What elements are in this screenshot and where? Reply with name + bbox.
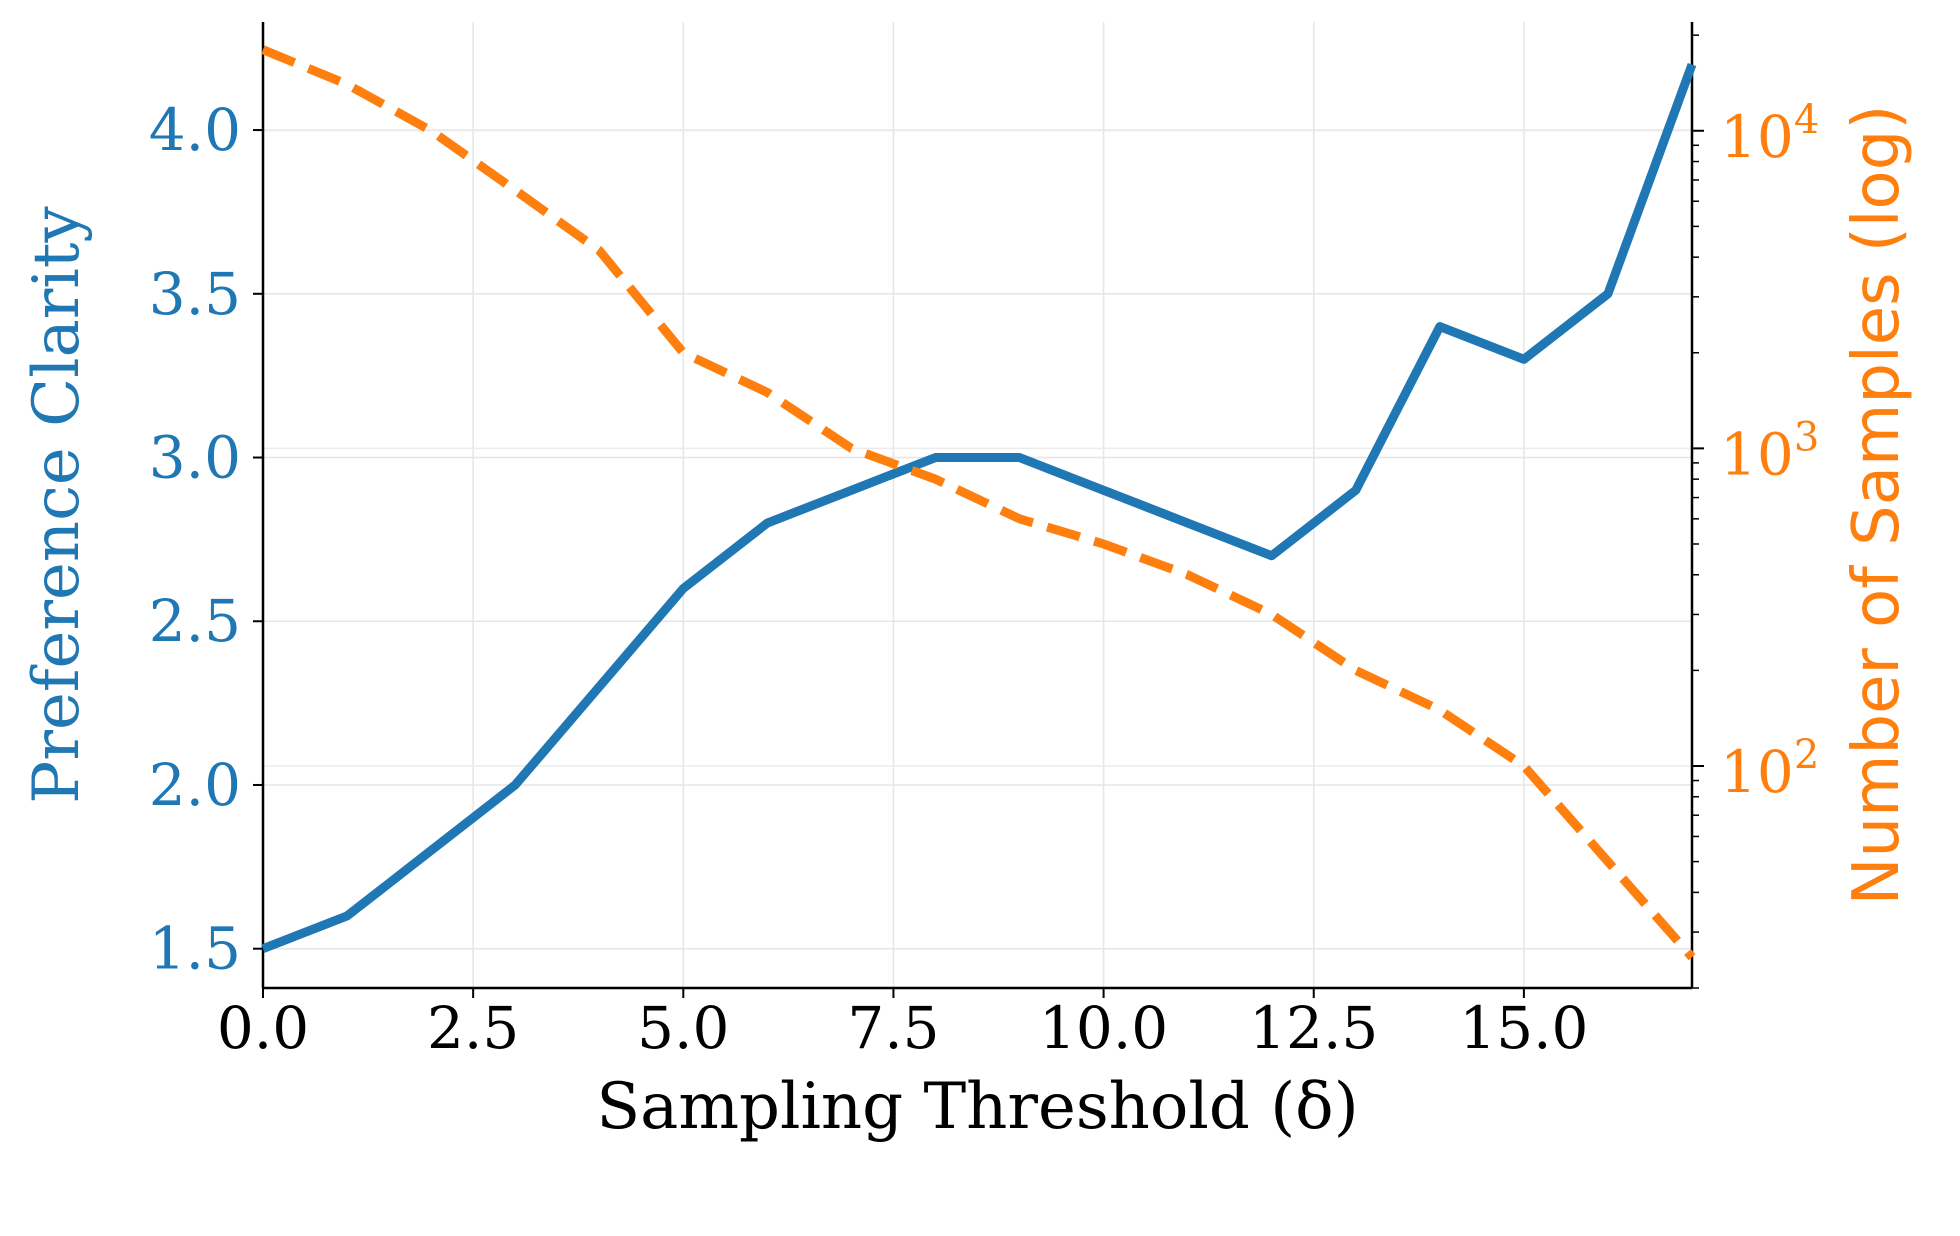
x-axis-label: Sampling Threshold (δ) bbox=[596, 1070, 1358, 1144]
preference-clarity-line bbox=[261, 63, 1697, 953]
y-left-tick-label-0: 1.5 bbox=[149, 915, 241, 983]
y-right-tick-label-2: 104 bbox=[1720, 97, 1819, 171]
x-tick-label-4: 10.0 bbox=[1039, 994, 1168, 1062]
number-of-samples-line bbox=[261, 45, 1696, 961]
y-left-tick-label-4: 3.5 bbox=[149, 260, 241, 328]
y-left-tick-label-1: 2.0 bbox=[149, 751, 241, 819]
x-tick-label-2: 5.0 bbox=[637, 994, 729, 1062]
x-tick-label-6: 15.0 bbox=[1459, 994, 1588, 1062]
y-left-tick-label-3: 3.0 bbox=[149, 424, 241, 492]
y-left-axis-label: Preference Clarity bbox=[20, 206, 94, 803]
x-tick-label-0: 0.0 bbox=[217, 994, 309, 1062]
x-tick-label-5: 12.5 bbox=[1249, 994, 1378, 1062]
y-left-tick-label-5: 4.0 bbox=[149, 96, 241, 164]
y-left-tick-label-2: 2.5 bbox=[149, 587, 241, 655]
x-tick-label-3: 7.5 bbox=[847, 994, 939, 1062]
y-right-tick-label-1: 103 bbox=[1720, 414, 1819, 488]
grid-lines bbox=[262, 22, 1692, 988]
y-right-tick-label-0: 102 bbox=[1720, 732, 1819, 806]
x-tick-label-1: 2.5 bbox=[427, 994, 519, 1062]
y-right-axis-label: Number of Samples (log) bbox=[1840, 105, 1914, 906]
